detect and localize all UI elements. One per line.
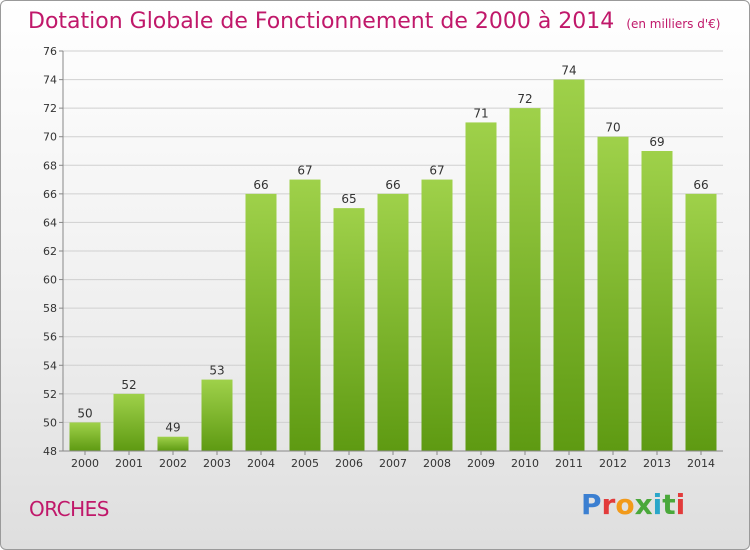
y-tick-label: 76 xyxy=(43,45,57,58)
logo-letter: x xyxy=(634,488,653,521)
data-label: 53 xyxy=(209,364,224,378)
data-label: 71 xyxy=(473,106,488,120)
x-tick-label: 2014 xyxy=(687,457,715,470)
x-tick-label: 2013 xyxy=(643,457,671,470)
y-tick-label: 70 xyxy=(43,131,57,144)
bar xyxy=(289,179,321,452)
y-tick-label: 50 xyxy=(43,416,57,429)
logo-letter: r xyxy=(601,488,616,521)
logo-letter: o xyxy=(615,488,635,521)
logo-letter: i xyxy=(652,488,663,521)
bar xyxy=(685,193,717,451)
logo-letter: t xyxy=(662,488,676,521)
x-tick-label: 2012 xyxy=(599,457,627,470)
bar xyxy=(553,79,585,452)
x-tick-label: 2007 xyxy=(379,457,407,470)
chart-title: Dotation Globale de Fonctionnement de 20… xyxy=(28,9,615,34)
y-tick-label: 66 xyxy=(43,188,57,201)
x-tick-label: 2000 xyxy=(71,457,99,470)
data-label: 67 xyxy=(297,164,312,178)
data-label: 52 xyxy=(121,378,136,392)
bar xyxy=(333,208,365,451)
bar xyxy=(465,122,497,451)
bar xyxy=(421,179,453,452)
data-label: 72 xyxy=(517,92,532,106)
y-tick-label: 74 xyxy=(43,74,57,87)
logo-letter: i xyxy=(675,488,686,521)
data-label: 50 xyxy=(77,406,92,420)
data-label: 66 xyxy=(693,178,708,192)
y-tick-label: 72 xyxy=(43,102,57,115)
y-tick-label: 68 xyxy=(43,159,57,172)
bar xyxy=(641,151,673,451)
y-tick-label: 48 xyxy=(43,445,57,458)
y-tick-label: 60 xyxy=(43,274,57,287)
town-name: ORCHES xyxy=(29,497,109,521)
y-tick-label: 56 xyxy=(43,331,57,344)
data-label: 69 xyxy=(649,135,664,149)
y-tick-label: 64 xyxy=(43,216,57,229)
bar xyxy=(509,108,541,452)
bar xyxy=(201,379,233,451)
chart-title-line: Dotation Globale de Fonctionnement de 20… xyxy=(28,9,720,34)
x-tick-label: 2010 xyxy=(511,457,539,470)
bar xyxy=(377,193,409,451)
y-tick-label: 54 xyxy=(43,359,57,372)
y-tick-label: 58 xyxy=(43,302,57,315)
y-tick-label: 62 xyxy=(43,245,57,258)
x-tick-label: 2002 xyxy=(159,457,187,470)
data-label: 66 xyxy=(385,178,400,192)
data-label: 74 xyxy=(561,64,576,78)
x-tick-label: 2005 xyxy=(291,457,319,470)
bar xyxy=(157,436,189,451)
x-tick-label: 2008 xyxy=(423,457,451,470)
data-label: 67 xyxy=(429,164,444,178)
x-tick-label: 2009 xyxy=(467,457,495,470)
bar xyxy=(597,136,629,451)
bar xyxy=(113,393,145,451)
data-label: 49 xyxy=(165,421,180,435)
logo-letter: P xyxy=(581,488,602,521)
data-label: 66 xyxy=(253,178,268,192)
proxiti-logo[interactable]: Proxiti xyxy=(581,488,685,521)
x-tick-label: 2003 xyxy=(203,457,231,470)
data-label: 70 xyxy=(605,121,620,135)
data-label: 65 xyxy=(341,192,356,206)
x-tick-label: 2006 xyxy=(335,457,363,470)
x-tick-label: 2001 xyxy=(115,457,143,470)
chart-subtitle: (en milliers d'€) xyxy=(626,17,721,31)
bar xyxy=(245,193,277,451)
bar xyxy=(69,422,101,451)
y-tick-label: 52 xyxy=(43,388,57,401)
x-tick-label: 2011 xyxy=(555,457,583,470)
x-tick-label: 2004 xyxy=(247,457,275,470)
